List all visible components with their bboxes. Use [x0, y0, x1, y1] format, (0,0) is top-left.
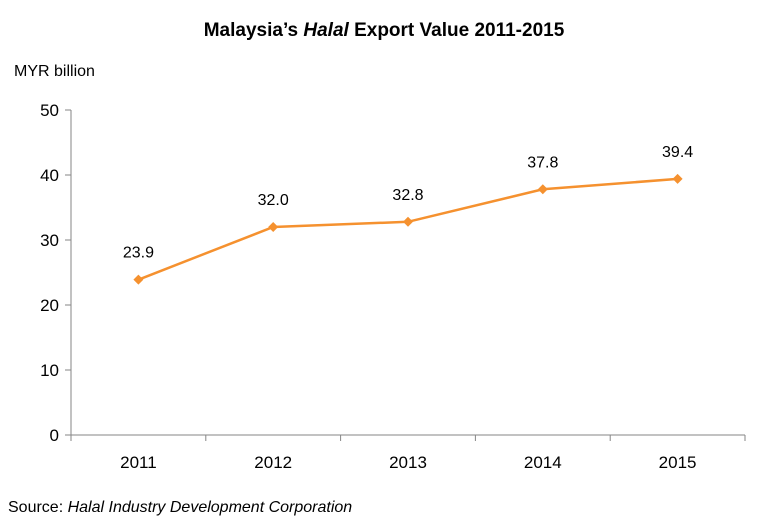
y-tick-label: 30	[40, 231, 59, 250]
x-tick-label: 2011	[120, 453, 157, 472]
x-tick-label: 2012	[254, 453, 292, 472]
data-label: 37.8	[527, 154, 558, 171]
data-label: 23.9	[123, 245, 154, 262]
y-tick-label: 50	[40, 101, 59, 120]
x-tick-label: 2015	[659, 453, 697, 472]
data-point-marker	[537, 184, 548, 195]
data-point-marker	[268, 222, 279, 232]
data-point-marker	[403, 216, 413, 227]
source-note: Source: Halal Industry Development Corpo…	[8, 499, 353, 516]
chart-title: Malaysia’s Halal Export Value 2011-2015	[203, 20, 565, 41]
data-label: 32.8	[392, 187, 423, 204]
y-tick-label: 0	[50, 426, 59, 445]
y-tick-label: 40	[40, 166, 59, 185]
data-point-marker	[672, 173, 683, 184]
x-tick-label: 2014	[524, 453, 562, 472]
y-axis-label: MYR billion	[14, 63, 95, 80]
y-tick-label: 10	[40, 361, 59, 380]
x-tick-label: 2013	[389, 453, 427, 472]
data-point-marker	[133, 274, 144, 285]
y-tick-label: 20	[40, 296, 59, 315]
data-label: 39.4	[662, 144, 693, 161]
data-label: 32.0	[258, 192, 289, 209]
